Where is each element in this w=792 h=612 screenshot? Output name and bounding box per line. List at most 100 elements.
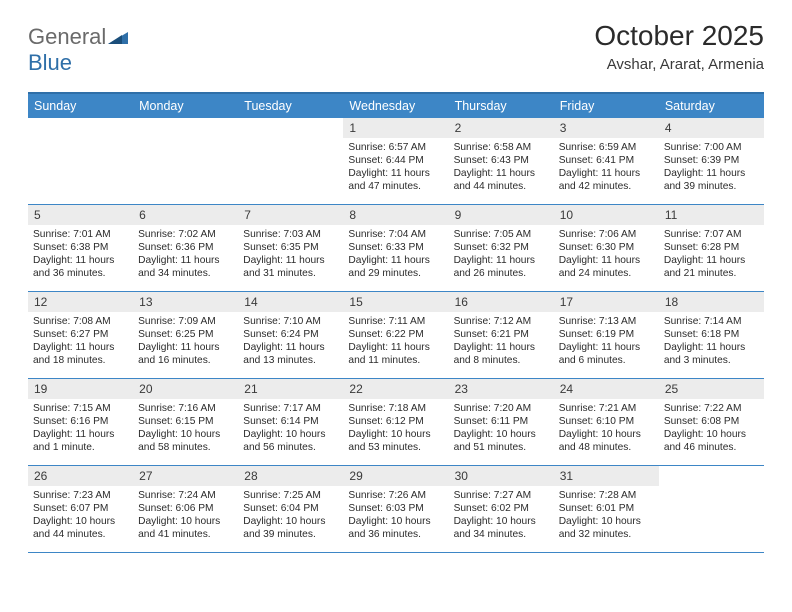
sunset-value: 6:15 PM [176,416,214,427]
calendar-day: 26Sunrise: 7:23 AMSunset: 6:07 PMDayligh… [28,466,133,552]
calendar-day: 18Sunrise: 7:14 AMSunset: 6:18 PMDayligh… [659,292,764,378]
sunset-value: 6:03 PM [386,503,424,514]
sunrise-value: 6:58 AM [494,142,531,153]
day-number: 29 [343,466,448,486]
dow-sunday: Sunday [28,94,133,118]
day-number: 20 [133,379,238,399]
sunrise-label: Sunrise: [559,229,596,240]
dow-wednesday: Wednesday [343,94,448,118]
sunrise-value: 7:04 AM [389,229,426,240]
day-number: 19 [28,379,133,399]
sunrise-value: 7:20 AM [494,403,531,414]
sunset-label: Sunset: [348,155,383,166]
day-details: Sunrise: 7:25 AMSunset: 6:04 PMDaylight:… [238,486,343,545]
sunset-value: 6:02 PM [491,503,529,514]
sunset-label: Sunset: [348,503,383,514]
day-number: 5 [28,205,133,225]
day-number: 4 [659,118,764,138]
day-number: 3 [554,118,659,138]
sunset-value: 6:36 PM [176,242,214,253]
sunrise-value: 7:00 AM [704,142,741,153]
daylight-label: Daylight: [664,168,704,179]
sunrise-label: Sunrise: [348,490,385,501]
calendar-day: 8Sunrise: 7:04 AMSunset: 6:33 PMDaylight… [343,205,448,291]
daylight-label: Daylight: [33,516,73,527]
sunrise-label: Sunrise: [243,490,280,501]
daylight-label: Daylight: [559,516,599,527]
sunrise-label: Sunrise: [348,142,385,153]
sunrise-value: 7:18 AM [389,403,426,414]
day-number: 17 [554,292,659,312]
sunrise-label: Sunrise: [664,403,701,414]
sunset-value: 6:01 PM [596,503,634,514]
sunset-label: Sunset: [559,503,594,514]
sunset-label: Sunset: [559,242,594,253]
sunset-label: Sunset: [243,503,278,514]
calendar-day: 31Sunrise: 7:28 AMSunset: 6:01 PMDayligh… [554,466,659,552]
sunset-value: 6:35 PM [281,242,319,253]
sunset-value: 6:16 PM [70,416,108,427]
title-block: October 2025 Avshar, Ararat, Armenia [594,20,764,73]
sunrise-label: Sunrise: [454,490,491,501]
sunrise-label: Sunrise: [454,142,491,153]
sunrise-value: 7:23 AM [73,490,110,501]
sunset-label: Sunset: [243,329,278,340]
sunset-label: Sunset: [138,416,173,427]
sunset-value: 6:11 PM [491,416,528,427]
day-details: Sunrise: 7:07 AMSunset: 6:28 PMDaylight:… [659,225,764,284]
calendar-day: 4Sunrise: 7:00 AMSunset: 6:39 PMDaylight… [659,118,764,204]
daylight-label: Daylight: [33,342,73,353]
day-number: 12 [28,292,133,312]
day-details: Sunrise: 7:15 AMSunset: 6:16 PMDaylight:… [28,399,133,458]
day-details: Sunrise: 7:01 AMSunset: 6:38 PMDaylight:… [28,225,133,284]
sunrise-value: 7:05 AM [494,229,531,240]
sunrise-label: Sunrise: [33,403,70,414]
day-number: 22 [343,379,448,399]
sunrise-value: 7:09 AM [178,316,215,327]
calendar-day: 13Sunrise: 7:09 AMSunset: 6:25 PMDayligh… [133,292,238,378]
sunset-value: 6:22 PM [386,329,424,340]
sunrise-label: Sunrise: [559,490,596,501]
sunrise-label: Sunrise: [138,403,175,414]
logo-triangle-icon [108,24,128,50]
daylight-label: Daylight: [454,516,494,527]
sunrise-value: 7:15 AM [73,403,110,414]
daylight-label: Daylight: [454,429,494,440]
calendar-day: . [133,118,238,204]
dow-friday: Friday [554,94,659,118]
day-number: 6 [133,205,238,225]
daylight-label: Daylight: [138,255,178,266]
logo-word-2: Blue [28,50,72,75]
calendar-day: 2Sunrise: 6:58 AMSunset: 6:43 PMDaylight… [449,118,554,204]
day-number: 28 [238,466,343,486]
daylight-label: Daylight: [559,342,599,353]
day-details: Sunrise: 7:22 AMSunset: 6:08 PMDaylight:… [659,399,764,458]
sunset-label: Sunset: [33,242,68,253]
daylight-label: Daylight: [243,255,283,266]
sunset-value: 6:41 PM [596,155,634,166]
daylight-label: Daylight: [664,429,704,440]
daylight-label: Daylight: [348,342,388,353]
dow-tuesday: Tuesday [238,94,343,118]
sunrise-label: Sunrise: [454,403,491,414]
sunrise-value: 7:11 AM [389,316,426,327]
sunset-label: Sunset: [454,503,489,514]
calendar-day: 27Sunrise: 7:24 AMSunset: 6:06 PMDayligh… [133,466,238,552]
day-details: Sunrise: 6:59 AMSunset: 6:41 PMDaylight:… [554,138,659,197]
calendar-day: 19Sunrise: 7:15 AMSunset: 6:16 PMDayligh… [28,379,133,465]
daylight-label: Daylight: [348,168,388,179]
sunset-value: 6:32 PM [491,242,529,253]
sunrise-value: 7:06 AM [599,229,636,240]
sunrise-label: Sunrise: [454,229,491,240]
sunset-value: 6:07 PM [70,503,108,514]
calendar-day: 9Sunrise: 7:05 AMSunset: 6:32 PMDaylight… [449,205,554,291]
calendar-day: 11Sunrise: 7:07 AMSunset: 6:28 PMDayligh… [659,205,764,291]
day-details: Sunrise: 7:14 AMSunset: 6:18 PMDaylight:… [659,312,764,371]
sunset-value: 6:24 PM [281,329,319,340]
day-number: 7 [238,205,343,225]
day-details: Sunrise: 7:12 AMSunset: 6:21 PMDaylight:… [449,312,554,371]
sunrise-label: Sunrise: [348,403,385,414]
sunset-value: 6:28 PM [701,242,739,253]
day-details: Sunrise: 7:06 AMSunset: 6:30 PMDaylight:… [554,225,659,284]
sunrise-value: 7:01 AM [73,229,110,240]
